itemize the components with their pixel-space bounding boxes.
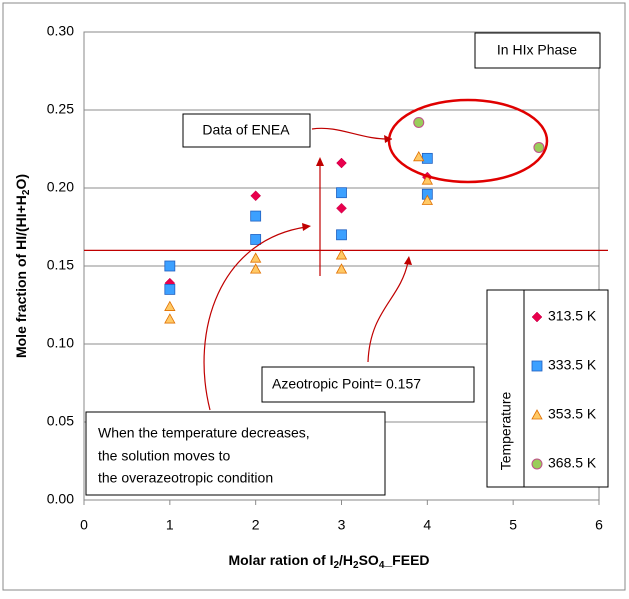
y-tick-label: 0.10 (47, 335, 74, 351)
y-label-sub: 2 (21, 189, 32, 195)
legend-label: 353.5 K (548, 406, 597, 422)
point (164, 260, 176, 272)
legend-box (486, 289, 609, 488)
x-label-part: /H (339, 552, 353, 568)
note-line: When the temperature decreases, (98, 425, 310, 441)
x-label-sub: 2 (353, 560, 359, 571)
phase-box (474, 32, 601, 69)
legend-label: 333.5 K (548, 357, 597, 373)
y-tick-label: 0.20 (47, 179, 74, 195)
enea-label: Data of ENEA (202, 122, 290, 138)
legend-marker (531, 409, 543, 420)
point (249, 252, 262, 263)
x-label-part: Molar ration of I (228, 552, 333, 568)
point (164, 313, 176, 324)
arrow (203, 226, 307, 411)
x-label-part: _FEED (383, 552, 429, 568)
point (164, 283, 176, 295)
x-tick-label: 4 (423, 517, 431, 533)
y-tick-label: 0.25 (47, 101, 74, 117)
arrow-head (384, 135, 392, 143)
point (336, 229, 347, 241)
point (164, 300, 176, 311)
x-tick-label: 5 (509, 517, 517, 533)
note-line: the overazeotropic condition (98, 470, 273, 486)
y-tick-label: 0.15 (47, 257, 74, 273)
point (336, 202, 347, 214)
enea-ellipse (387, 98, 549, 184)
x-label-sub: 4 (379, 560, 385, 571)
plot-area (83, 31, 600, 501)
point (250, 210, 262, 222)
legend-marker (531, 311, 543, 323)
point (533, 141, 545, 153)
legend-title: Temperature (498, 391, 514, 470)
x-axis-label: Molar ration of I2/H2SO4_FEED (228, 552, 429, 571)
legend-label: 368.5 K (548, 455, 597, 471)
azeotropic-box (261, 366, 475, 403)
arrow-head (316, 157, 324, 166)
point (250, 190, 262, 202)
phase-label: In HIx Phase (497, 42, 577, 58)
point (250, 234, 262, 245)
y-axis-label: Mole fraction of HI/(HI+H2O) (13, 174, 32, 358)
point (335, 249, 348, 260)
legend-marker (531, 458, 543, 470)
x-tick-label: 3 (338, 517, 346, 533)
y-label-part: O) (13, 174, 29, 190)
x-label-sub: 2 (333, 560, 339, 571)
x-label-part: SO (359, 552, 379, 568)
note-box (85, 411, 386, 496)
legend-marker (531, 360, 543, 372)
arrow-head (404, 256, 412, 265)
point (413, 116, 425, 128)
y-tick-label: 0.00 (47, 491, 74, 507)
legend: 313.5 K 333.5 K 353.5 K 368.5 K (531, 308, 597, 471)
point (413, 150, 425, 162)
y-label-part: Mole fraction of HI/(HI+H (13, 195, 29, 358)
x-tick-label: 0 (80, 517, 88, 533)
x-tick-label: 1 (166, 517, 174, 533)
marks (84, 116, 608, 324)
note-line: the solution moves to (98, 448, 231, 464)
enea-box (182, 113, 311, 148)
point (335, 263, 348, 274)
y-tick-label: 0.05 (47, 413, 74, 429)
point (336, 157, 347, 169)
arrow (311, 127, 393, 140)
point (336, 187, 347, 199)
point (421, 174, 434, 185)
point (421, 194, 434, 205)
legend-label: 313.5 K (548, 308, 597, 324)
point (249, 263, 262, 274)
point (421, 152, 433, 164)
arrow-head (302, 223, 311, 231)
x-tick-label: 2 (252, 517, 260, 533)
y-tick-label: 0.30 (47, 23, 74, 39)
x-tick-label: 6 (595, 517, 603, 533)
arrow (367, 261, 409, 363)
azeotropic-label: Azeotropic Point= 0.157 (272, 376, 421, 392)
